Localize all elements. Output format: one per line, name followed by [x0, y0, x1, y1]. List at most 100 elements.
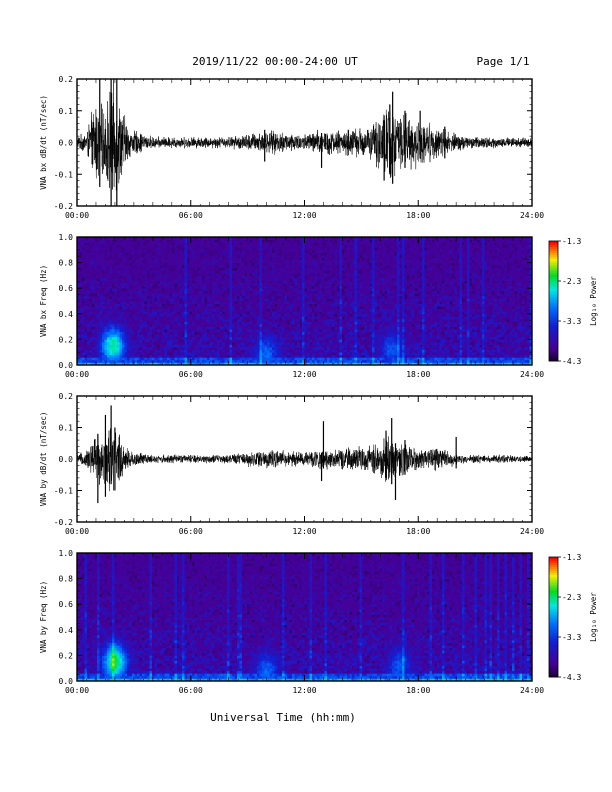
spectrogram-cell	[174, 329, 178, 333]
spectrogram-cell	[92, 336, 95, 340]
spectrogram-cell	[242, 277, 245, 281]
spectrogram-cell	[252, 303, 255, 307]
spectrogram-cell	[107, 347, 110, 350]
spectrogram-cell	[149, 277, 153, 281]
spectrogram-cell	[272, 308, 275, 312]
spectrogram-cell	[309, 239, 313, 243]
spectrogram-cell	[284, 270, 288, 274]
spectrogram-cell	[217, 270, 220, 274]
spectrogram-cell	[154, 242, 158, 246]
spectrogram-cell	[102, 275, 105, 279]
spectrogram-cell	[87, 275, 90, 279]
spectrogram-cell	[252, 285, 255, 289]
spectrogram-cell	[244, 321, 248, 325]
spectrogram-cell	[307, 341, 310, 345]
spectrogram-cell	[222, 247, 225, 251]
spectrogram-cell	[317, 347, 320, 350]
spectrogram-cell	[309, 313, 313, 317]
spectrogram-cell	[179, 308, 183, 312]
spectrogram-cell	[162, 324, 165, 327]
spectrogram-cell	[162, 331, 165, 335]
spectrogram-cell	[269, 326, 273, 330]
spectrogram-cell	[87, 293, 90, 297]
spectrogram-cell	[139, 288, 143, 292]
spectrogram-cell	[89, 290, 93, 294]
spectrogram-cell	[209, 321, 213, 325]
spectrogram-cell	[222, 293, 225, 297]
spectrogram-cell	[169, 254, 173, 258]
spectrogram-cell	[234, 257, 238, 261]
spectrogram-cell	[237, 311, 240, 315]
spectrogram-cell	[314, 303, 318, 307]
spectrogram-cell	[202, 288, 205, 292]
spectrogram-cell	[307, 354, 310, 358]
spectrogram-cell	[294, 277, 298, 281]
spectrogram-cell	[284, 290, 288, 294]
spectrogram-cell	[154, 265, 158, 269]
spectrogram-cell	[164, 301, 168, 304]
spectrogram-cell	[117, 249, 120, 253]
spectrogram-cell	[127, 244, 130, 248]
spectrogram-cell	[167, 280, 170, 284]
spectrogram-cell	[312, 362, 315, 366]
spectrogram-cell	[127, 295, 130, 299]
spectrogram-cell	[202, 270, 205, 274]
spectrogram-cell	[114, 301, 118, 304]
spectrogram-cell	[127, 306, 130, 310]
spectrogram-cell	[239, 275, 243, 279]
spectrogram-cell	[149, 313, 153, 317]
spectrogram-cell	[147, 298, 150, 302]
spectrogram-cell	[112, 298, 115, 302]
spectrogram-cell	[169, 252, 173, 256]
spectrogram-cell	[307, 280, 310, 284]
spectrogram-cell	[157, 344, 160, 348]
spectrogram-cell	[214, 301, 218, 304]
spectrogram-cell	[77, 341, 80, 345]
spectrogram-cell	[292, 285, 295, 289]
spectrogram-cell	[112, 290, 115, 294]
spectrogram-cell	[207, 313, 210, 317]
spectrogram-cell	[204, 316, 208, 320]
spectrogram-cell	[312, 357, 315, 361]
spectrogram-cell	[162, 334, 165, 338]
spectrogram-cell	[312, 341, 315, 345]
spectrogram-cell	[182, 357, 185, 361]
spectrogram-cell	[284, 311, 288, 315]
spectrogram-cell	[234, 316, 238, 320]
spectrogram-cell	[242, 311, 245, 315]
spectrogram-cell	[89, 324, 93, 327]
spectrogram-cell	[124, 334, 128, 338]
spectrogram-cell	[159, 257, 163, 261]
spectrogram-cell	[194, 252, 198, 256]
spectrogram-cell	[159, 239, 163, 243]
spectrogram-cell	[144, 244, 148, 248]
spectrogram-cell	[289, 321, 293, 325]
spectrogram-cell	[252, 349, 255, 353]
spectrogram-cell	[202, 275, 205, 279]
spectrogram-cell	[117, 313, 120, 317]
spectrogram-cell	[152, 277, 155, 281]
spectrogram-cell	[147, 285, 150, 289]
spectrogram-cell	[289, 285, 293, 289]
spectrogram-cell	[187, 359, 190, 363]
spectrogram-cell	[272, 352, 275, 356]
spectrogram-cell	[112, 285, 115, 289]
spectrogram-cell	[297, 254, 300, 258]
spectrogram-cell	[154, 267, 158, 271]
spectrogram-cell	[172, 237, 175, 240]
spectrogram-cell	[89, 280, 93, 284]
spectrogram-cell	[109, 301, 113, 304]
spectrogram-cell	[219, 326, 223, 330]
spectrogram-cell	[247, 331, 250, 335]
spectrogram-cell	[169, 313, 173, 317]
spectrogram-cell	[234, 277, 238, 281]
spectrogram-cell	[134, 252, 138, 256]
spectrogram-cell	[97, 303, 100, 307]
spectrogram-cell	[189, 280, 193, 284]
spectrogram-cell	[302, 336, 305, 340]
spectrogram-cell	[222, 267, 225, 271]
spectrogram-cell	[127, 265, 130, 269]
spectrogram-cell	[284, 316, 288, 320]
spectrogram-cell	[89, 362, 93, 366]
spectrogram-cell	[217, 303, 220, 307]
